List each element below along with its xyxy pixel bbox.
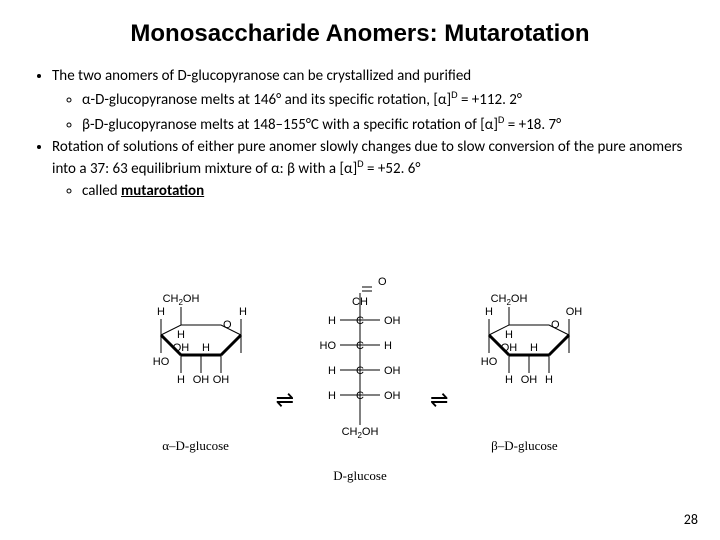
svg-text:O: O <box>223 319 232 331</box>
svg-text:OH: OH <box>172 342 189 354</box>
svg-text:CH2OH: CH2OH <box>491 293 528 307</box>
alpha-glucose-column: CH2OH O H H OH H HO H OH OH H α–D-glucos… <box>126 275 266 454</box>
svg-text:HO: HO <box>481 356 498 368</box>
svg-text:H: H <box>177 329 185 341</box>
equilibrium-arrow-1: ⇌ <box>276 386 290 413</box>
bullet-1b: β-D-glucopyranose melts at 148–155°C wit… <box>82 113 690 135</box>
open-glucose-column: O CH H C OH HO C H H C OH H C OH CH2OH D… <box>300 275 420 484</box>
beta-caption: β–D-glucose <box>454 438 594 454</box>
beta-glucose-column: CH2OH O H H OH H HO H OH H OH β–D-glucos… <box>454 275 594 454</box>
alpha-caption: α–D-glucose <box>126 438 266 454</box>
mutarotation-word: mutarotation <box>121 182 204 200</box>
svg-text:C: C <box>356 315 364 327</box>
svg-text:OH: OH <box>501 342 518 354</box>
svg-text:H: H <box>202 342 210 354</box>
svg-text:HO: HO <box>152 356 169 368</box>
svg-text:OH: OH <box>566 306 583 318</box>
svg-text:O: O <box>551 319 560 331</box>
open-caption: D-glucose <box>300 468 420 484</box>
beta-glucose-structure: CH2OH O H H OH H HO H OH H OH <box>454 275 594 425</box>
svg-text:H: H <box>328 315 336 327</box>
chemical-diagrams: CH2OH O H H OH H HO H OH OH H α–D-glucos… <box>0 275 720 484</box>
bullet-list: The two anomers of D-glucopyranose can b… <box>30 66 690 202</box>
bullet-2: Rotation of solutions of either pure ano… <box>52 137 690 202</box>
svg-text:C: C <box>356 365 364 377</box>
svg-text:H: H <box>328 365 336 377</box>
svg-text:OH: OH <box>212 374 229 386</box>
slide-title: Monosaccharide Anomers: Mutarotation <box>30 20 690 48</box>
page-number: 28 <box>684 511 698 528</box>
svg-text:H: H <box>485 306 493 318</box>
svg-text:CH2OH: CH2OH <box>162 293 199 307</box>
svg-text:H: H <box>530 342 538 354</box>
svg-text:H: H <box>239 306 247 318</box>
svg-text:H: H <box>328 390 336 402</box>
svg-text:H: H <box>177 374 185 386</box>
svg-text:C: C <box>356 340 364 352</box>
svg-text:OH: OH <box>521 374 538 386</box>
alpha-glucose-structure: CH2OH O H H OH H HO H OH OH H <box>126 275 266 425</box>
svg-text:CH2OH: CH2OH <box>342 426 379 440</box>
svg-text:O: O <box>378 276 387 288</box>
svg-text:OH: OH <box>192 374 209 386</box>
svg-text:OH: OH <box>384 365 401 377</box>
svg-text:HO: HO <box>320 340 337 352</box>
bullet-2a: called mutarotation <box>82 181 690 201</box>
svg-text:H: H <box>157 306 165 318</box>
svg-text:H: H <box>505 374 513 386</box>
open-glucose-structure: O CH H C OH HO C H H C OH H C OH CH2OH <box>300 275 420 455</box>
svg-text:CH: CH <box>352 296 368 308</box>
svg-text:H: H <box>545 374 553 386</box>
svg-text:OH: OH <box>384 390 401 402</box>
svg-text:H: H <box>384 340 392 352</box>
svg-text:OH: OH <box>384 315 401 327</box>
bullet-1a: α-D-glucopyranose melts at 146° and its … <box>82 88 690 110</box>
equilibrium-arrow-2: ⇌ <box>430 386 444 413</box>
svg-text:H: H <box>505 329 513 341</box>
svg-text:C: C <box>356 390 364 402</box>
bullet-1: The two anomers of D-glucopyranose can b… <box>52 66 690 135</box>
